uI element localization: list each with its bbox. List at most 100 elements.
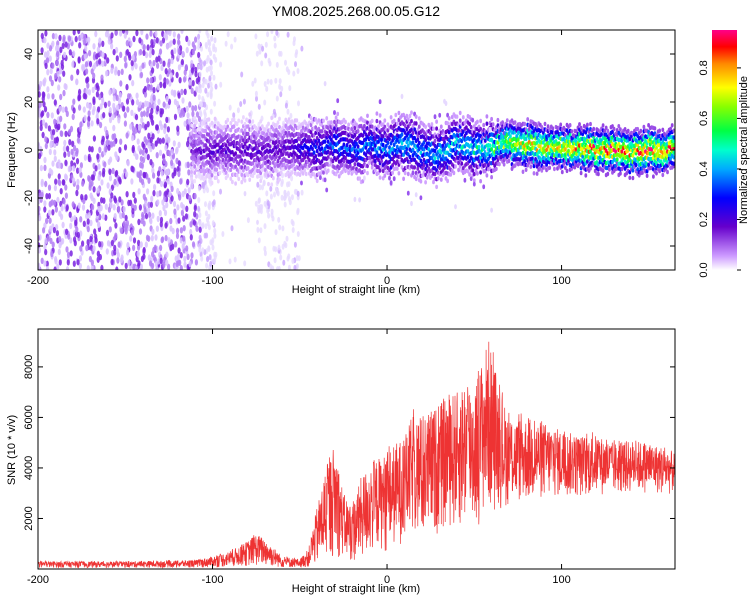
spectrogram-cell: [631, 168, 635, 173]
spectrogram-cell: [216, 179, 220, 184]
spectrogram-cell: [207, 139, 211, 144]
spectrogram-cell: [363, 168, 366, 174]
noise-cell: [51, 160, 55, 167]
noise-cell: [64, 192, 68, 199]
noise-cell: [68, 128, 72, 136]
noise-cell: [152, 86, 156, 94]
noise-cell: [254, 90, 258, 97]
noise-cell: [98, 58, 102, 65]
spectrogram-cell: [344, 155, 347, 161]
noise-cell: [197, 205, 201, 212]
noise-cell: [124, 214, 128, 222]
spectrogram-cell: [435, 184, 438, 190]
spectrogram-cell: [628, 170, 632, 175]
noise-cell: [117, 117, 121, 124]
noise-cell: [50, 250, 54, 258]
noise-cell: [177, 107, 181, 115]
noise-cell: [153, 244, 157, 251]
noise-cell: [212, 46, 216, 52]
noise-cell: [103, 101, 108, 109]
spectrogram-cell: [320, 129, 324, 134]
noise-cell: [120, 199, 124, 206]
noise-cell: [149, 145, 153, 153]
noise-cell: [77, 30, 81, 35]
noise-cell: [148, 211, 152, 219]
noise-cell: [86, 101, 90, 109]
spectrogram-cell: [336, 111, 340, 117]
spectrogram-cell: [669, 126, 672, 131]
noise-cell: [140, 217, 144, 224]
noise-cell: [129, 40, 133, 47]
noise-cell: [49, 225, 53, 232]
spectrogram-cell: [408, 113, 412, 119]
spectrogram-cell: [617, 141, 621, 147]
noise-cell: [151, 119, 155, 126]
spectrogram-cell: [578, 122, 581, 127]
noise-cell: [86, 225, 90, 233]
noise-cell: [43, 77, 47, 84]
noise-cell: [107, 144, 111, 151]
noise-cell: [86, 265, 90, 270]
noise-cell: [182, 215, 186, 222]
noise-cell: [177, 39, 181, 46]
noise-cell: [257, 103, 261, 110]
noise-cell: [275, 30, 279, 36]
noise-cell: [159, 180, 164, 188]
spectrogram-cell: [281, 152, 285, 157]
spectrogram-cell: [452, 170, 456, 176]
noise-cell: [198, 246, 202, 253]
noise-cell: [224, 40, 228, 47]
spectrogram-cell: [204, 128, 208, 134]
noise-cell: [44, 62, 48, 69]
spectrogram-cell: [400, 140, 404, 146]
noise-cell: [79, 162, 83, 169]
noise-cell: [214, 83, 218, 90]
noise-cell: [132, 244, 136, 252]
spectrogram-cell: [342, 142, 346, 147]
spectrogram-cell: [334, 115, 338, 120]
spectrogram-cell: [672, 142, 675, 148]
noise-cell: [219, 188, 222, 195]
noise-cell: [291, 258, 295, 264]
noise-cell: [62, 70, 66, 77]
noise-cell: [64, 130, 68, 138]
noise-cell: [43, 206, 47, 213]
noise-cell: [75, 150, 79, 157]
spectrogram-cell: [257, 130, 261, 135]
noise-cell: [201, 222, 205, 229]
spectrogram-cell: [369, 151, 372, 156]
noise-cell: [159, 244, 163, 252]
spectrogram-cell: [535, 159, 539, 164]
noise-cell: [54, 206, 59, 213]
noise-cell: [197, 197, 201, 203]
noise-cell: [112, 106, 116, 113]
noise-cell: [105, 70, 109, 77]
spectrogram-cell: [347, 170, 350, 176]
noise-cell: [139, 263, 143, 270]
spectrogram-cell: [524, 167, 528, 172]
noise-cell: [43, 51, 48, 58]
noise-cell: [136, 171, 140, 178]
spectrogram-cell: [256, 146, 259, 151]
spectrogram-cell: [242, 152, 245, 157]
noise-cell: [219, 81, 223, 88]
noise-cell: [152, 172, 156, 179]
noise-cell: [70, 148, 74, 156]
noise-cell: [154, 234, 158, 241]
noise-cell: [180, 30, 184, 34]
spectrogram-cell: [336, 169, 340, 174]
noise-cell: [203, 109, 207, 116]
noise-cell: [265, 85, 269, 92]
spectrogram-cell: [408, 154, 412, 160]
noise-cell: [266, 31, 270, 38]
noise-cell: [97, 174, 101, 181]
noise-cell: [286, 31, 290, 38]
noise-cell: [288, 85, 292, 92]
spectrogram-cell: [414, 121, 418, 126]
noise-cell: [157, 98, 161, 106]
noise-cell: [161, 199, 165, 206]
spectrogram-cell: [218, 170, 222, 176]
spectrogram-cell: [242, 115, 245, 120]
noise-cell: [143, 207, 147, 214]
